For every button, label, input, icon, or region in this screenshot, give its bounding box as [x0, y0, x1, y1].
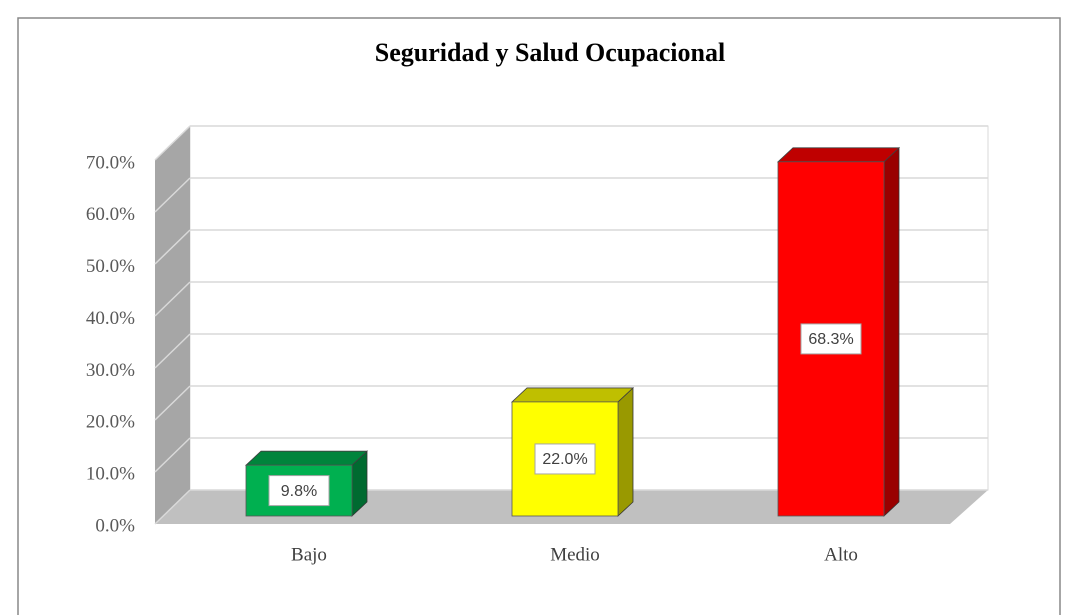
y-tick-label: 60.0%: [86, 204, 135, 225]
grid-line-side: [154, 385, 191, 421]
y-tick-label: 0.0%: [95, 515, 135, 536]
data-label-box: [268, 475, 330, 507]
chart-title: Seguridad y Salud Ocupacional: [375, 38, 725, 67]
y-tick-label: 10.0%: [86, 464, 135, 485]
data-label-box: [534, 443, 596, 475]
x-tick-label: Alto: [824, 544, 858, 565]
grid-line-side: [154, 177, 191, 213]
y-tick-label: 70.0%: [86, 152, 135, 173]
x-tick-label: Medio: [550, 544, 600, 565]
bar-top: [510, 387, 635, 403]
x-tick-label: Bajo: [291, 544, 327, 565]
grid-line-side: [154, 333, 191, 369]
grid-line-side: [154, 281, 191, 317]
data-label-box: [800, 323, 862, 355]
bar-top: [776, 147, 901, 163]
grid-line-side: [154, 125, 191, 161]
data-label: 9.8%: [281, 483, 317, 500]
grid-line-side: [154, 437, 191, 473]
bar-top: [244, 450, 369, 466]
y-tick-label: 50.0%: [86, 256, 135, 277]
y-tick-label: 30.0%: [86, 360, 135, 381]
y-tick-label: 40.0%: [86, 308, 135, 329]
y-tick-label: 20.0%: [86, 412, 135, 433]
grid-line-side: [154, 229, 191, 265]
data-label: 22.0%: [542, 451, 587, 468]
bar-side: [617, 386, 634, 517]
data-label: 68.3%: [808, 331, 853, 348]
grid-line-side: [154, 489, 191, 525]
side-wall: [155, 126, 190, 524]
bar-side: [883, 146, 900, 517]
